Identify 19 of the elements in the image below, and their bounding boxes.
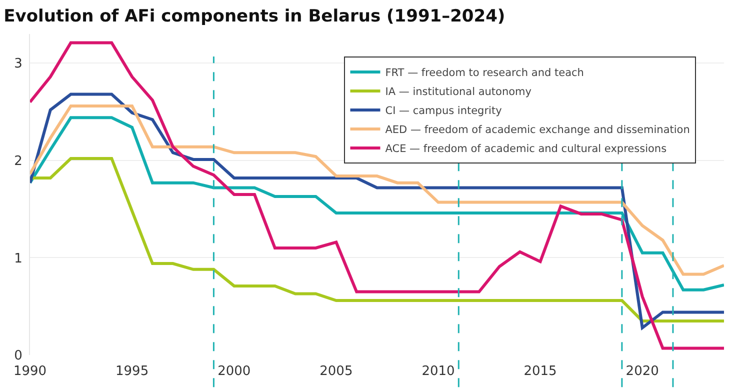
x-tick-label: 2005 [320,364,353,379]
legend-label: ACE — freedom of academic and cultural expressions [385,143,667,156]
legend-label: FRT — freedom to research and teach [385,67,584,80]
chart-title: Evolution of AFi components in Belarus (1991–2024) [4,6,506,27]
legend-label: CI — campus integrity [385,105,502,118]
x-tick-label: 2015 [524,364,557,379]
x-tick-label: 2010 [422,364,455,379]
x-tick-label: 1990 [13,364,47,379]
legend-label: AED — freedom of academic exchange and dissemination [385,124,690,136]
line-series [30,157,724,322]
y-tick-label: 0 [14,348,22,364]
line-series [30,41,724,350]
legend-label: IA — institutional autonomy [385,86,532,98]
x-tick-label: 1995 [116,364,149,379]
y-tick-label: 3 [14,56,22,72]
y-tick-label: 1 [14,251,22,266]
x-tick-label: 2020 [626,364,659,379]
y-tick-label: 2 [14,154,22,169]
x-tick-label: 2000 [218,364,251,379]
